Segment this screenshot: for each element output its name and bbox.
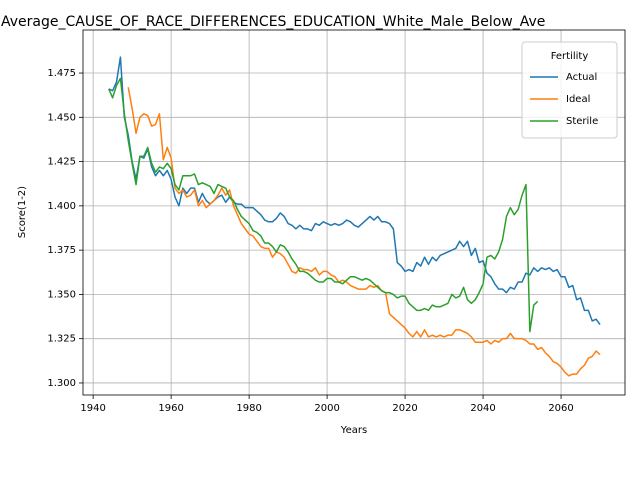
x-tick-label: 2000 bbox=[314, 403, 339, 414]
legend-label: Actual bbox=[566, 72, 597, 83]
x-tick-label: 2020 bbox=[392, 403, 417, 414]
line bbox=[127, 87, 601, 377]
x-tick-label: 1960 bbox=[158, 403, 183, 414]
y-axis-label: Score(1-2) bbox=[17, 186, 28, 238]
plot-frame bbox=[82, 29, 626, 396]
x-axis-label: Years bbox=[340, 425, 367, 436]
x-tick-label: 2040 bbox=[470, 403, 495, 414]
x-tick-label: 1980 bbox=[236, 403, 261, 414]
y-tick-label: 1.475 bbox=[47, 68, 76, 79]
line bbox=[108, 77, 539, 333]
y-tick-label: 1.425 bbox=[47, 157, 76, 168]
y-tick-label: 1.325 bbox=[47, 334, 76, 345]
x-tick-label: 1940 bbox=[80, 403, 105, 414]
y-tick-label: 1.375 bbox=[47, 245, 76, 256]
y-tick-label: 1.300 bbox=[47, 378, 76, 389]
legend-label: Ideal bbox=[566, 94, 590, 105]
legend-box bbox=[521, 41, 618, 139]
chart-title: Average_CAUSE_OF_RACE_DIFFERENCES_EDUCAT… bbox=[1, 14, 545, 30]
y-tick-label: 1.450 bbox=[47, 112, 76, 123]
line bbox=[108, 56, 601, 325]
x-tick-label: 2060 bbox=[548, 403, 573, 414]
legend-label: Sterile bbox=[566, 116, 598, 127]
y-tick-label: 1.350 bbox=[47, 289, 76, 300]
legend-title: Fertility bbox=[551, 51, 589, 62]
y-tick-label: 1.400 bbox=[47, 201, 76, 212]
